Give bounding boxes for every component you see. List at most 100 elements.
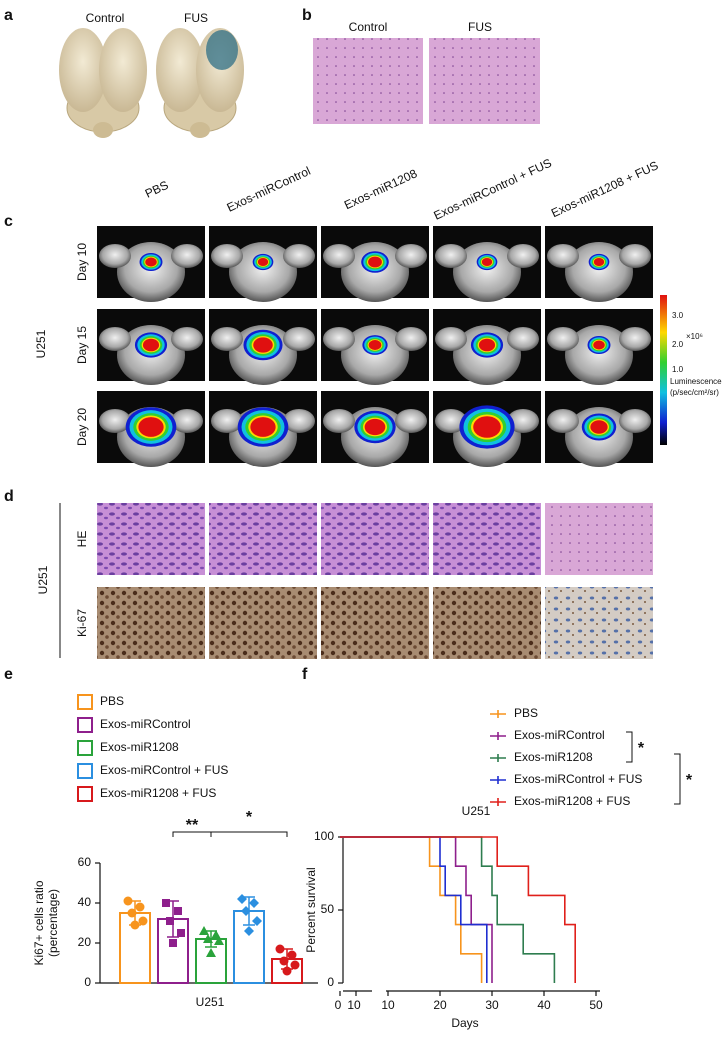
point (127, 908, 137, 918)
histology-image (209, 503, 317, 575)
legend-swatch (77, 740, 93, 756)
colorbar-tick: 3.0 (672, 311, 684, 320)
colorbar-unit: (p/sec/cm²/sr) (670, 388, 719, 397)
point (169, 939, 177, 947)
brain-stem (93, 122, 113, 138)
histology-image (433, 587, 541, 659)
brain-hemisphere (59, 28, 107, 112)
mouse-body (117, 242, 185, 302)
histology-image (321, 503, 429, 575)
y-tick-label: 60 (78, 855, 92, 869)
colorbar-title: Luminescence (670, 377, 722, 386)
mouse-ear (211, 409, 243, 433)
point (123, 896, 133, 906)
mouse-ear (435, 409, 467, 433)
point (135, 902, 145, 912)
mouse-ear (323, 244, 355, 268)
x-tick-label: 0 (335, 998, 342, 1012)
caption: FUS (468, 20, 492, 34)
brain-stem (190, 122, 210, 138)
mouse-ear (171, 244, 203, 268)
signal (478, 338, 496, 352)
caption: Control (86, 11, 125, 25)
colorbar-exponent: ×10⁶ (686, 332, 703, 341)
signal (593, 257, 605, 267)
signal (368, 340, 382, 350)
significance-bracket (674, 753, 681, 805)
x-axis-label: Days (451, 1016, 478, 1030)
panel-label: f (302, 666, 308, 683)
survival-curve (340, 836, 556, 983)
x-tick-label: U251 (196, 995, 225, 1009)
signal (145, 257, 157, 267)
signal (473, 416, 501, 438)
colorbar-tick: 1.0 (672, 365, 684, 374)
legend-marker (490, 754, 506, 762)
column-header: Exos-miRControl + FUS (432, 156, 554, 223)
mouse-ear (507, 409, 539, 433)
y-tick-label: 0 (327, 975, 334, 989)
signal (368, 256, 382, 268)
signal (257, 257, 269, 267)
chart-title: U251 (462, 804, 491, 818)
mouse-ear (211, 244, 243, 268)
legend-label: Exos-miRControl + FUS (514, 772, 642, 786)
y-axis-label: (percentage) (46, 889, 60, 957)
column-header: Exos-miR1208 + FUS (549, 158, 660, 220)
x-tick-label: 30 (485, 998, 499, 1012)
histology-image (97, 503, 205, 575)
legend-label: PBS (514, 706, 538, 720)
y-tick-label: 0 (84, 975, 91, 989)
legend-label: Exos-miR1208 (100, 740, 179, 754)
histology-image (321, 587, 429, 659)
point (244, 926, 254, 936)
mouse-ear (171, 327, 203, 351)
survival-curve (340, 836, 576, 983)
point (287, 950, 297, 960)
legend-swatch (77, 763, 93, 779)
row-label: Day 15 (75, 326, 89, 364)
point (174, 907, 182, 915)
mouse-ear (547, 244, 579, 268)
significance: * (246, 809, 253, 826)
mouse-ear (283, 244, 315, 268)
panel-label: e (4, 666, 13, 683)
mouse-body (453, 242, 521, 302)
mouse-body (565, 242, 633, 302)
y-tick-label: 40 (78, 895, 92, 909)
brain-hemisphere (99, 28, 147, 112)
x-tick-label: 10 (347, 998, 361, 1012)
point (130, 920, 140, 930)
legend-swatch (77, 694, 93, 710)
mouse-ear (619, 409, 651, 433)
mouse-ear (171, 409, 203, 433)
mouse-body (565, 325, 633, 385)
colorbar (660, 295, 667, 445)
point (290, 960, 300, 970)
legend-marker (490, 732, 506, 740)
mouse-ear (395, 409, 427, 433)
point (206, 948, 216, 957)
mouse-ear (619, 327, 651, 351)
histology-image (97, 587, 205, 659)
panel-label: b (302, 7, 312, 24)
mouse-body (229, 242, 297, 302)
point (177, 929, 185, 937)
point (275, 944, 285, 954)
significance: ** (186, 817, 199, 834)
mouse-ear (619, 244, 651, 268)
mouse-ear (395, 244, 427, 268)
mouse-ear (507, 244, 539, 268)
signal (253, 337, 273, 353)
survival-curve (340, 836, 488, 983)
signal (138, 417, 164, 437)
point (166, 917, 174, 925)
group-label: U251 (36, 565, 50, 594)
histology-image (429, 38, 540, 124)
signal (142, 338, 160, 352)
histology-image (545, 503, 653, 575)
mouse-ear (547, 409, 579, 433)
significance: * (638, 740, 645, 757)
panel-label: d (4, 488, 14, 505)
